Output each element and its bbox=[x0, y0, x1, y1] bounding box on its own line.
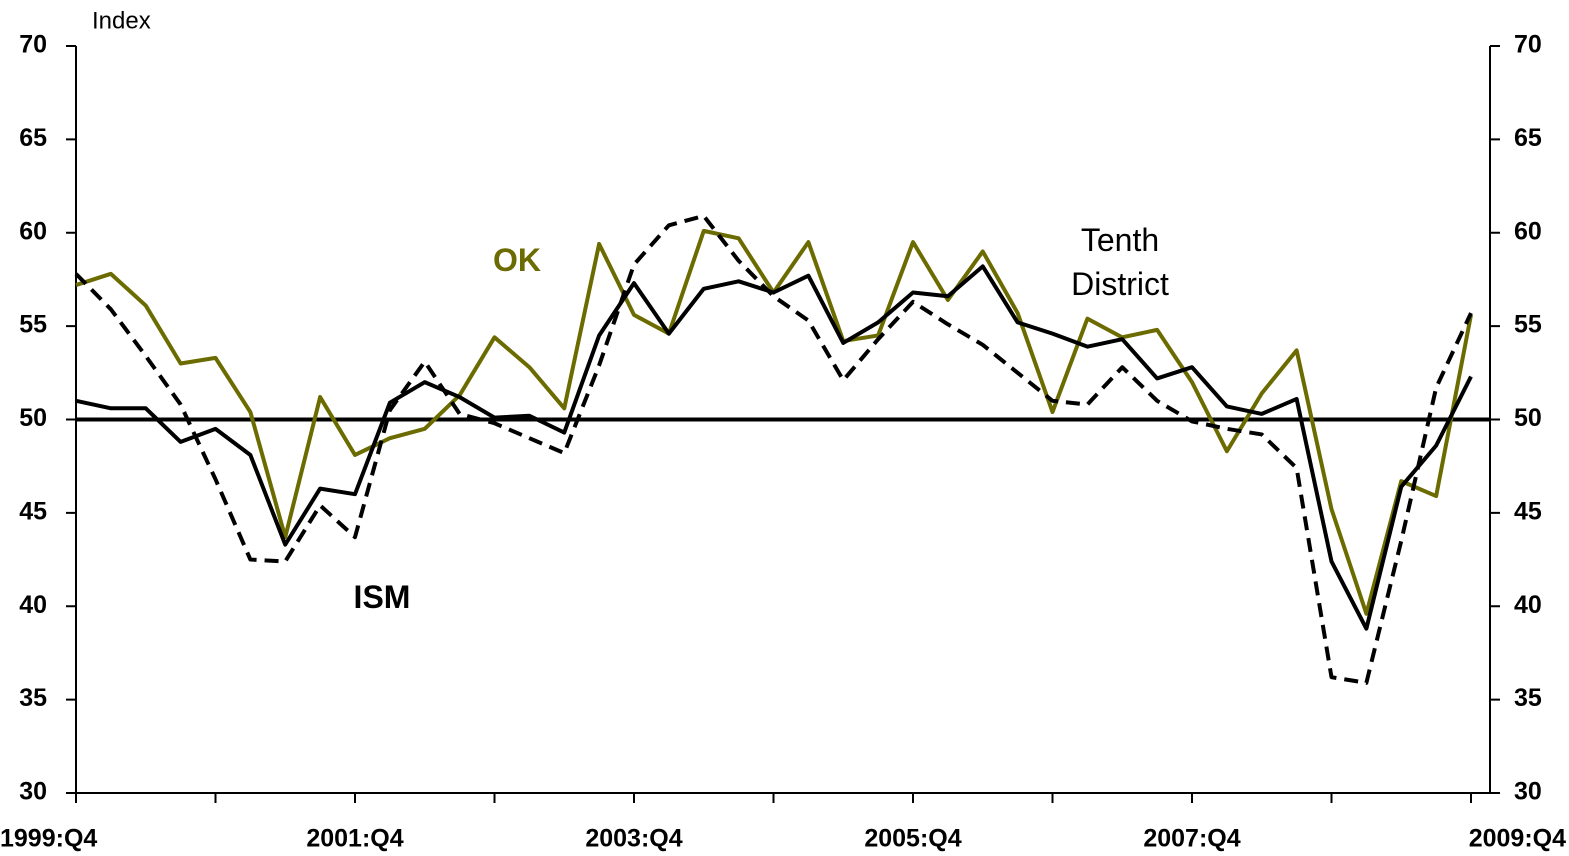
y-tick-label: 60 bbox=[19, 217, 47, 245]
x-tick-label: 2003:Q4 bbox=[585, 825, 682, 853]
x-tick-label: 2001:Q4 bbox=[306, 825, 403, 853]
y-axis-label: Index bbox=[92, 7, 151, 34]
series-label: ISM bbox=[353, 579, 411, 615]
series-line bbox=[75, 264, 1473, 631]
y2-tick-label: 65 bbox=[1514, 124, 1542, 152]
y-tick-label: 45 bbox=[19, 497, 47, 525]
y-tick-label: 40 bbox=[19, 591, 47, 619]
x-tick-label: 2009:Q4 bbox=[1469, 825, 1566, 853]
y-tick-label: 35 bbox=[19, 684, 47, 712]
y2-tick-label: 35 bbox=[1514, 684, 1542, 712]
y2-tick-label: 50 bbox=[1514, 404, 1542, 432]
series-label: Tenth District bbox=[1071, 222, 1169, 302]
series-label: OK bbox=[493, 242, 541, 278]
y2-tick-label: 70 bbox=[1514, 31, 1542, 59]
x-tick-label: 2005:Q4 bbox=[864, 825, 961, 853]
y-tick-label: 30 bbox=[19, 778, 47, 806]
x-tick-label: 2007:Q4 bbox=[1143, 825, 1240, 853]
y2-tick-label: 55 bbox=[1514, 311, 1542, 339]
y2-tick-label: 45 bbox=[1514, 497, 1542, 525]
y2-tick-label: 40 bbox=[1514, 591, 1542, 619]
series-line bbox=[75, 228, 1473, 616]
y2-tick-label: 30 bbox=[1514, 778, 1542, 806]
y-tick-label: 65 bbox=[19, 124, 47, 152]
series-line bbox=[74, 213, 1473, 685]
y2-tick-label: 60 bbox=[1514, 217, 1542, 245]
y-tick-label: 50 bbox=[19, 404, 47, 432]
x-tick-label: 1999:Q4 bbox=[0, 825, 97, 853]
y-tick-label: 55 bbox=[19, 311, 47, 339]
y-tick-label: 70 bbox=[19, 31, 47, 59]
